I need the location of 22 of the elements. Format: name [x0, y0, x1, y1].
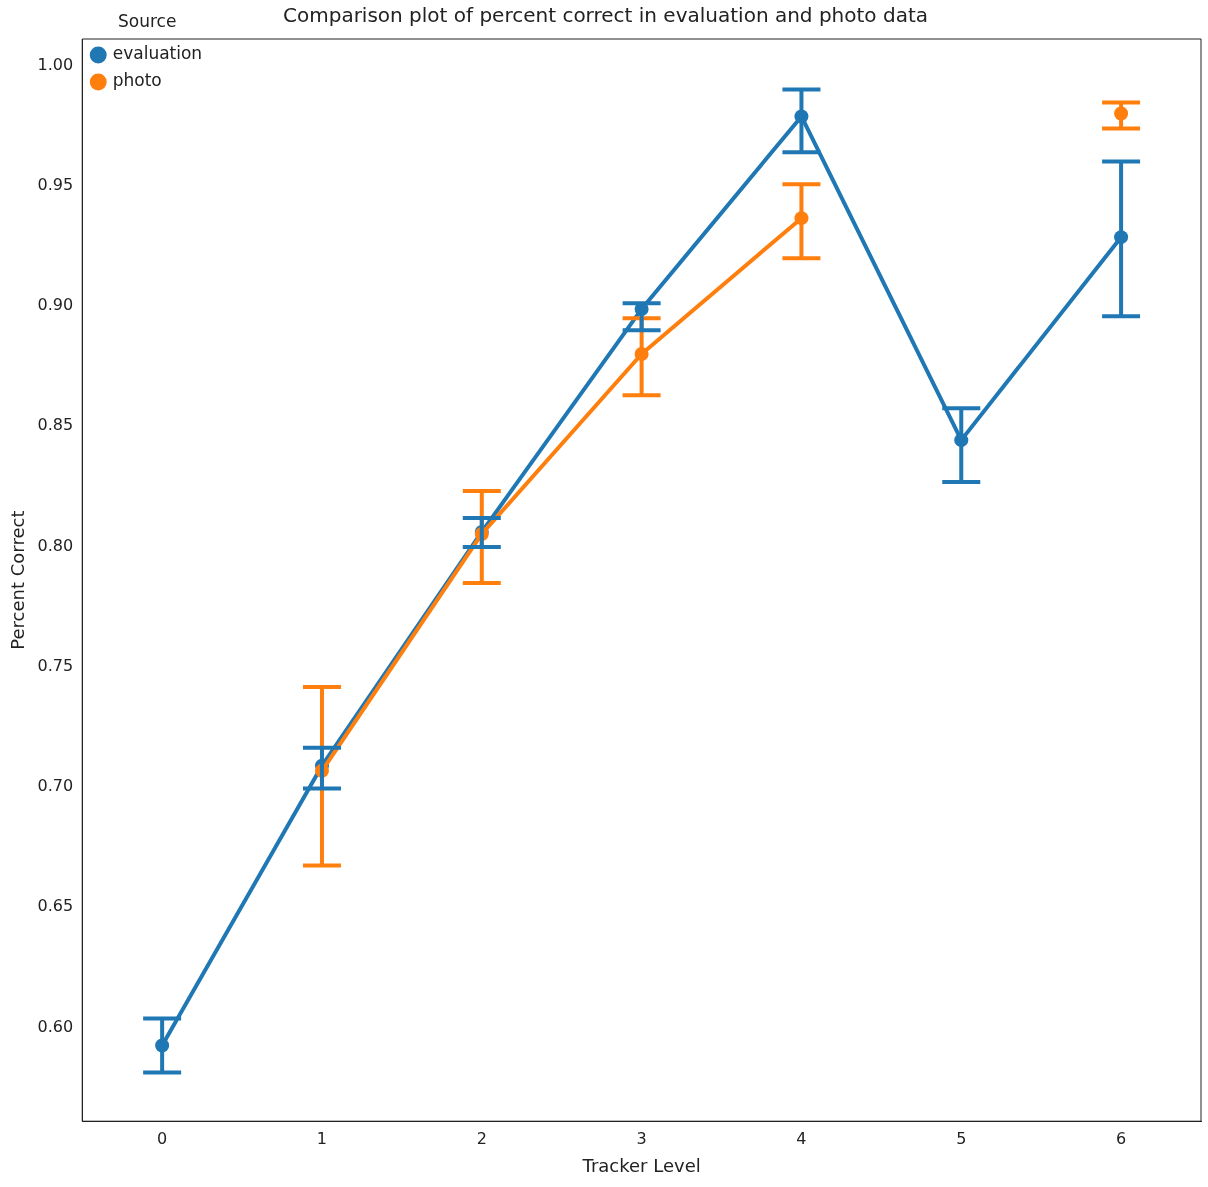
y-axis-title: Percent Correct — [7, 510, 29, 650]
legend-label: evaluation — [112, 43, 203, 64]
y-tick-label: 0.95 — [37, 174, 74, 194]
x-tick-label: 0 — [157, 1128, 168, 1148]
x-tick-label: 4 — [796, 1128, 807, 1148]
x-axis-title: Tracker Level — [581, 1154, 701, 1176]
y-tick-label: 1.00 — [37, 54, 74, 74]
y-tick-label: 0.80 — [37, 535, 74, 555]
x-tick-label: 2 — [476, 1128, 487, 1148]
legend-label: photo — [112, 70, 162, 91]
y-tick-label: 0.60 — [37, 1016, 74, 1036]
x-tick-label: 1 — [316, 1128, 328, 1148]
y-tick-label: 0.85 — [37, 415, 74, 435]
y-tick-label: 0.70 — [37, 776, 74, 796]
x-tick-label: 5 — [956, 1128, 967, 1148]
x-tick-label: 6 — [1115, 1128, 1127, 1148]
x-tick-label: 3 — [636, 1128, 647, 1148]
y-tick-label: 0.90 — [37, 295, 74, 315]
y-tick-label: 0.65 — [37, 896, 74, 916]
legend-title: Source — [117, 10, 177, 31]
y-tick-label: 0.75 — [37, 655, 74, 675]
chart-title: Comparison plot of percent correct in evaluation and photo data — [283, 3, 928, 28]
